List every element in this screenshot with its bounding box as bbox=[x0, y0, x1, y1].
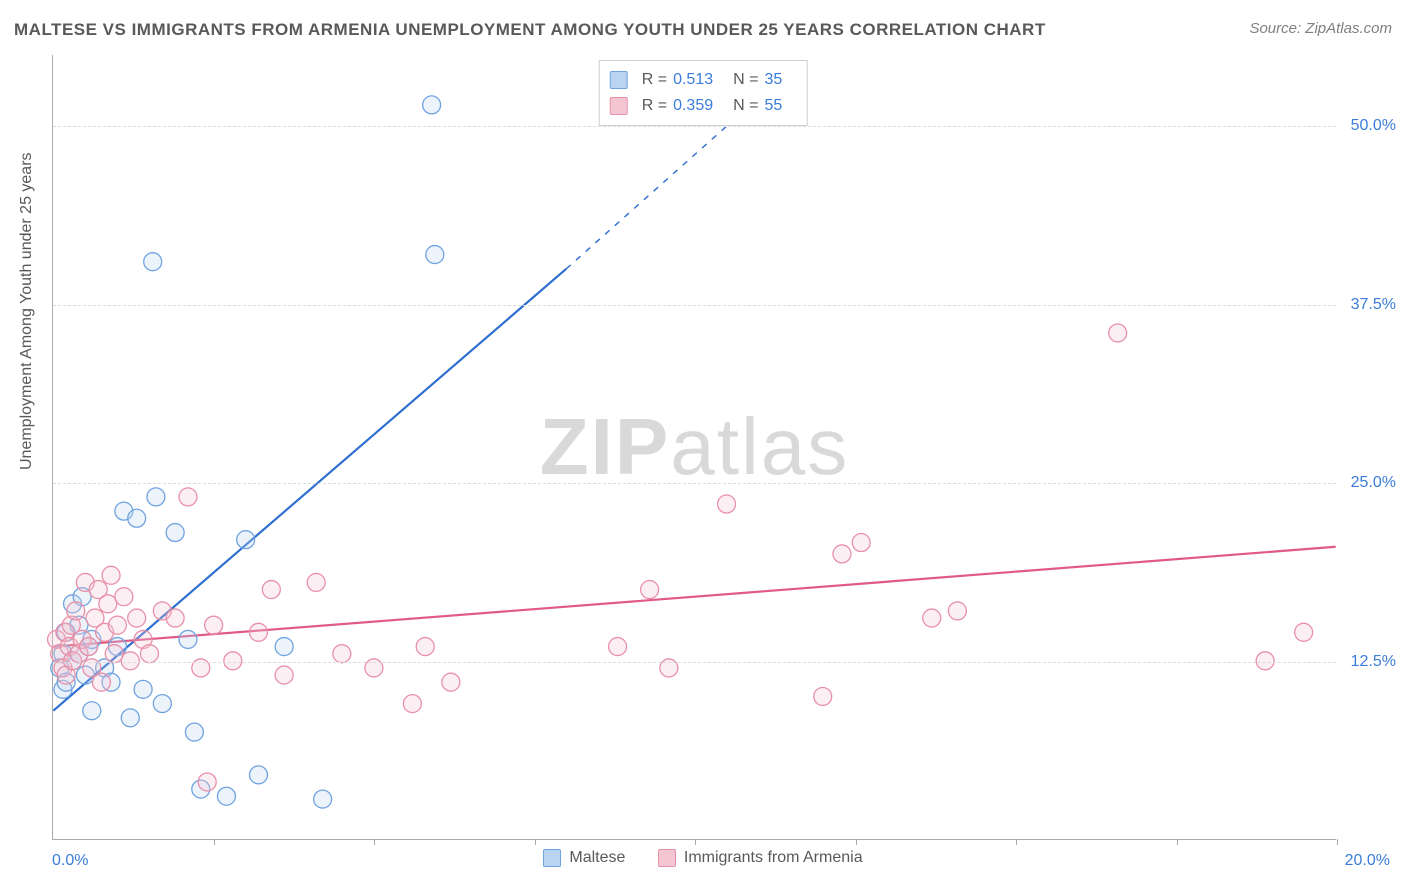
data-point bbox=[250, 623, 268, 641]
data-point bbox=[814, 687, 832, 705]
plot-svg bbox=[53, 55, 1336, 839]
data-point bbox=[333, 645, 351, 663]
data-point bbox=[115, 588, 133, 606]
y-tick-label: 12.5% bbox=[1341, 653, 1396, 671]
trend-line-dashed bbox=[566, 126, 726, 269]
data-point bbox=[102, 566, 120, 584]
x-tick bbox=[374, 839, 375, 845]
legend-label-armenia: Immigrants from Armenia bbox=[684, 849, 863, 867]
r-label: R = bbox=[642, 97, 667, 115]
data-point bbox=[134, 680, 152, 698]
data-point bbox=[948, 602, 966, 620]
trend-line bbox=[53, 547, 1335, 647]
data-point bbox=[105, 645, 123, 663]
n-value-maltese: 35 bbox=[764, 71, 782, 89]
data-point bbox=[718, 495, 736, 513]
x-tick bbox=[214, 839, 215, 845]
data-point bbox=[217, 787, 235, 805]
x-tick bbox=[535, 839, 536, 845]
data-point bbox=[99, 595, 117, 613]
n-label: N = bbox=[733, 71, 758, 89]
trend-line bbox=[53, 269, 566, 711]
legend-item-armenia: Immigrants from Armenia bbox=[658, 849, 863, 867]
data-point bbox=[923, 609, 941, 627]
legend-label-maltese: Maltese bbox=[569, 849, 625, 867]
data-point bbox=[147, 488, 165, 506]
data-point bbox=[166, 609, 184, 627]
data-point bbox=[198, 773, 216, 791]
legend-item-maltese: Maltese bbox=[543, 849, 625, 867]
x-tick bbox=[1177, 839, 1178, 845]
y-axis-label: Unemployment Among Youth under 25 years bbox=[18, 152, 36, 470]
gridline bbox=[53, 305, 1336, 306]
data-point bbox=[423, 96, 441, 114]
data-point bbox=[250, 766, 268, 784]
data-point bbox=[416, 638, 434, 656]
gridline bbox=[53, 662, 1336, 663]
r-value-maltese: 0.513 bbox=[673, 71, 713, 89]
data-point bbox=[237, 531, 255, 549]
data-point bbox=[1109, 324, 1127, 342]
data-point bbox=[153, 695, 171, 713]
data-point bbox=[185, 723, 203, 741]
data-point bbox=[92, 673, 110, 691]
source-label: Source: ZipAtlas.com bbox=[1249, 20, 1392, 37]
y-tick-label: 50.0% bbox=[1341, 117, 1396, 135]
legend-row-armenia: R = 0.359 N = 55 bbox=[610, 93, 797, 119]
data-point bbox=[128, 509, 146, 527]
data-point bbox=[262, 581, 280, 599]
data-point bbox=[121, 709, 139, 727]
chart-title: MALTESE VS IMMIGRANTS FROM ARMENIA UNEMP… bbox=[14, 20, 1046, 40]
data-point bbox=[403, 695, 421, 713]
data-point bbox=[275, 666, 293, 684]
data-point bbox=[833, 545, 851, 563]
data-point bbox=[67, 602, 85, 620]
swatch-armenia bbox=[610, 97, 628, 115]
data-point bbox=[128, 609, 146, 627]
data-point bbox=[83, 702, 101, 720]
r-label: R = bbox=[642, 71, 667, 89]
plot-area: ZIPatlas 12.5%25.0%37.5%50.0% bbox=[52, 55, 1336, 840]
y-tick-label: 37.5% bbox=[1341, 296, 1396, 314]
x-tick bbox=[1016, 839, 1017, 845]
data-point bbox=[442, 673, 460, 691]
x-tick bbox=[695, 839, 696, 845]
swatch-armenia bbox=[658, 849, 676, 867]
data-point bbox=[426, 246, 444, 264]
data-point bbox=[1295, 623, 1313, 641]
gridline bbox=[53, 126, 1336, 127]
data-point bbox=[144, 253, 162, 271]
x-tick bbox=[856, 839, 857, 845]
y-tick-label: 25.0% bbox=[1341, 474, 1396, 492]
x-tick bbox=[1337, 839, 1338, 845]
data-point bbox=[80, 638, 98, 656]
chart-container: MALTESE VS IMMIGRANTS FROM ARMENIA UNEMP… bbox=[0, 0, 1406, 892]
swatch-maltese bbox=[610, 71, 628, 89]
data-point bbox=[141, 645, 159, 663]
gridline bbox=[53, 483, 1336, 484]
data-point bbox=[179, 630, 197, 648]
swatch-maltese bbox=[543, 849, 561, 867]
data-point bbox=[307, 573, 325, 591]
data-point bbox=[108, 616, 126, 634]
n-value-armenia: 55 bbox=[764, 97, 782, 115]
data-point bbox=[166, 524, 184, 542]
data-point bbox=[641, 581, 659, 599]
data-point bbox=[314, 790, 332, 808]
data-point bbox=[179, 488, 197, 506]
data-point bbox=[275, 638, 293, 656]
series-legend: Maltese Immigrants from Armenia bbox=[0, 849, 1406, 872]
r-value-armenia: 0.359 bbox=[673, 97, 713, 115]
correlation-legend: R = 0.513 N = 35 R = 0.359 N = 55 bbox=[599, 60, 808, 126]
legend-row-maltese: R = 0.513 N = 35 bbox=[610, 67, 797, 93]
data-point bbox=[852, 534, 870, 552]
data-point bbox=[205, 616, 223, 634]
n-label: N = bbox=[733, 97, 758, 115]
data-point bbox=[609, 638, 627, 656]
